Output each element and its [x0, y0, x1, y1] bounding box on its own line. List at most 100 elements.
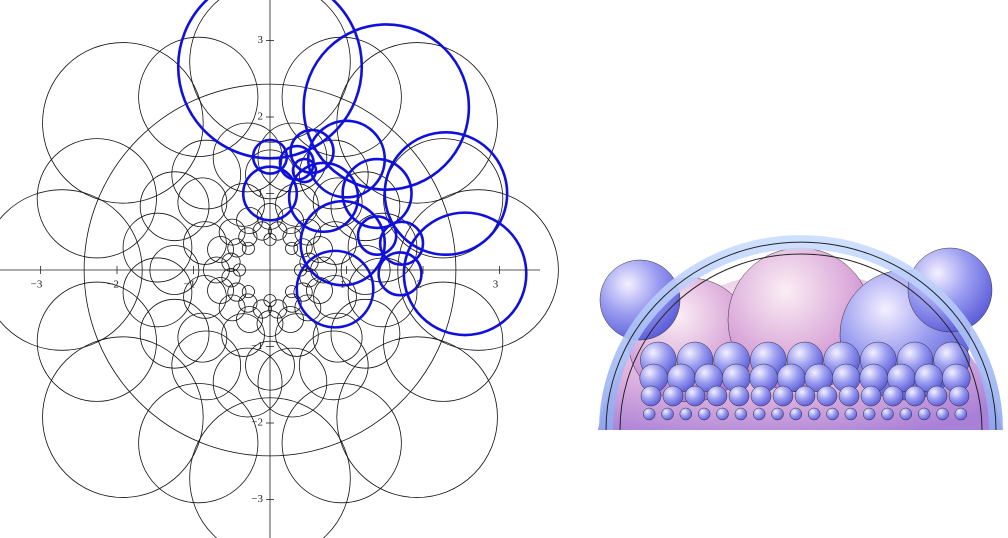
sphere [750, 385, 772, 407]
x-tick-label: −2 [107, 279, 119, 291]
circle [138, 383, 259, 504]
circle [177, 312, 228, 363]
blue-circle [295, 249, 375, 329]
sphere [907, 247, 993, 333]
circle [207, 236, 234, 263]
circle [330, 171, 401, 242]
sphere [697, 407, 711, 421]
circle [268, 299, 288, 319]
sphere [816, 385, 838, 407]
sphere [882, 385, 904, 407]
sphere [954, 407, 968, 421]
sphere [642, 407, 656, 421]
circle [383, 138, 504, 259]
y-tick-label: −1 [251, 340, 263, 352]
blue-circle [402, 211, 528, 337]
circle [212, 347, 283, 418]
circle [138, 36, 259, 157]
y-tick-label: 1 [258, 187, 264, 199]
y-tick-label: −3 [251, 493, 263, 505]
sphere [684, 385, 706, 407]
circle [221, 268, 241, 288]
circle [221, 252, 241, 272]
blue-circle [378, 220, 425, 266]
sphere [771, 407, 784, 421]
sphere [844, 407, 858, 421]
sphere [926, 385, 948, 407]
blue-circle [341, 157, 413, 230]
x-tick-label: 2 [416, 279, 422, 291]
y-tick-label: 3 [258, 34, 264, 46]
circle [252, 299, 272, 319]
circle [306, 236, 333, 263]
circle [227, 238, 247, 258]
sphere [794, 385, 816, 407]
x-tick-label: −3 [31, 279, 43, 291]
circle [218, 218, 246, 246]
sphere [734, 407, 748, 421]
sphere [716, 407, 729, 421]
circle [282, 227, 302, 247]
dome-edge [605, 241, 997, 431]
circle [293, 282, 313, 302]
x-tick-label: 3 [493, 279, 499, 291]
circle [36, 281, 157, 402]
circle [122, 212, 193, 283]
circle [139, 298, 210, 369]
circle [299, 252, 319, 272]
circle-plot: −3 −2 −1 1 2 3 −3 −2 −1 1 2 3 [0, 0, 559, 538]
circle [298, 330, 369, 401]
sphere [789, 407, 803, 421]
circle [42, 336, 204, 498]
dome-edge [619, 253, 983, 431]
circle [281, 383, 402, 504]
circle [312, 312, 363, 363]
sphere [772, 385, 794, 407]
sphere [917, 407, 931, 421]
small-spheres [639, 341, 971, 421]
circle [285, 241, 299, 255]
circle [330, 298, 401, 369]
blue-circle [287, 161, 360, 234]
blue-circle [377, 251, 423, 297]
sphere [826, 407, 839, 421]
sphere [679, 407, 693, 421]
sphere [728, 385, 750, 407]
blue-circle [302, 23, 471, 191]
sphere [807, 407, 821, 421]
sphere [860, 385, 882, 407]
blue-circle [356, 215, 398, 256]
circle [207, 277, 234, 304]
blue-circle [299, 199, 387, 287]
sphere [936, 407, 949, 421]
circle [177, 177, 228, 228]
sphere [899, 407, 913, 421]
3d-render [598, 235, 1003, 431]
circle [218, 294, 246, 322]
sphere [838, 385, 860, 407]
circle [238, 293, 258, 313]
sphere [862, 407, 876, 421]
circle [227, 282, 247, 302]
circle [241, 241, 255, 255]
y-tick-label: −2 [251, 417, 263, 429]
circle [281, 36, 402, 157]
circle [252, 221, 272, 241]
circle [36, 138, 157, 259]
circle [257, 347, 328, 418]
blue-circle [291, 157, 318, 184]
sphere [640, 385, 662, 407]
x-tick-label: −1 [184, 279, 196, 291]
circle [306, 277, 333, 304]
blue-circle [383, 131, 509, 257]
circle [171, 139, 242, 210]
circle [122, 257, 193, 328]
y-tick-label: 2 [258, 111, 264, 123]
circle [42, 42, 204, 204]
sphere [661, 407, 674, 421]
blue-circle [289, 128, 335, 175]
circle [312, 177, 363, 228]
circle [171, 330, 242, 401]
